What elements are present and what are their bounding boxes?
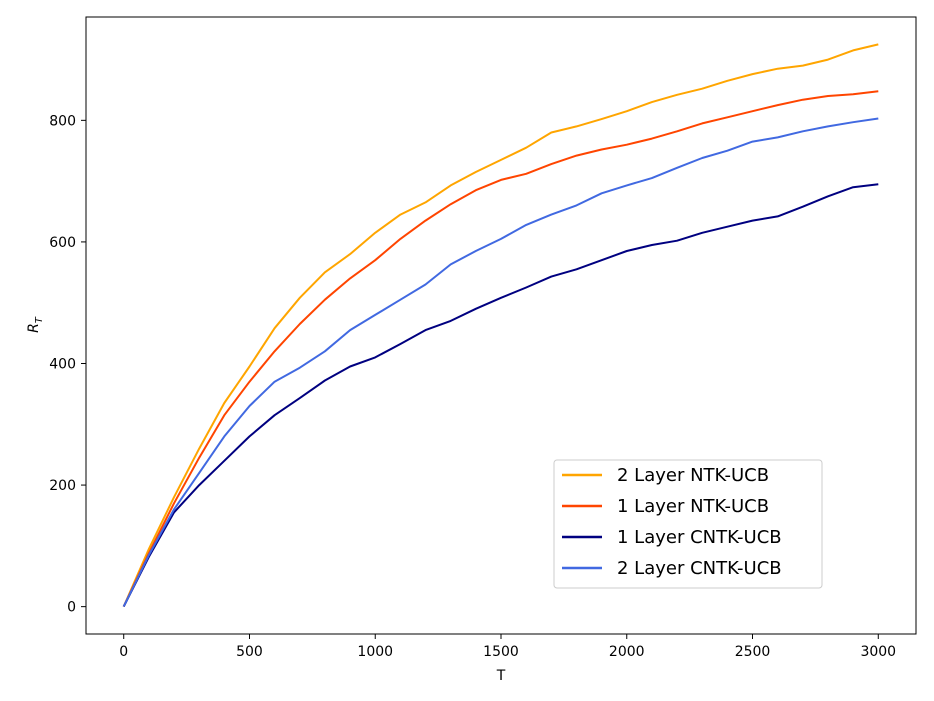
x-tick-label: 0 xyxy=(119,644,128,660)
series-line-4 xyxy=(122,117,879,608)
legend-label: 1 Layer CNTK-UCB xyxy=(617,527,782,548)
y-tick-label: 800 xyxy=(49,113,76,129)
x-tick-label: 1500 xyxy=(483,644,519,660)
x-axis-ticks: 0 500 1000 1500 2000 2500 3000 xyxy=(119,634,896,660)
legend-label: 2 Layer NTK-UCB xyxy=(617,465,769,486)
x-tick-label: 500 xyxy=(236,644,263,660)
x-tick-label: 2500 xyxy=(735,644,771,660)
x-axis-label: T xyxy=(496,668,506,684)
y-tick-label: 200 xyxy=(49,478,76,494)
x-tick-label: 2000 xyxy=(609,644,645,660)
y-axis-label-subscript: T xyxy=(34,316,45,323)
y-tick-label: 600 xyxy=(49,235,76,251)
x-tick-label: 1000 xyxy=(357,644,393,660)
legend-box xyxy=(553,459,823,589)
legend-label: 2 Layer CNTK-UCB xyxy=(617,558,782,579)
y-axis-ticks: 0 200 400 600 800 xyxy=(49,113,86,616)
y-tick-label: 0 xyxy=(67,600,76,616)
series-line-1 xyxy=(122,43,879,608)
x-tick-label: 3000 xyxy=(860,644,896,660)
y-tick-label: 400 xyxy=(49,356,76,372)
legend-label: 1 Layer NTK-UCB xyxy=(617,496,769,517)
legend: 2 Layer NTK-UCB 1 Layer NTK-UCB 1 Layer CN… xyxy=(553,459,823,589)
y-axis-label: RT xyxy=(26,316,45,333)
series-lines xyxy=(122,43,879,608)
series-line-3 xyxy=(122,183,879,608)
series-line-2 xyxy=(122,90,879,608)
